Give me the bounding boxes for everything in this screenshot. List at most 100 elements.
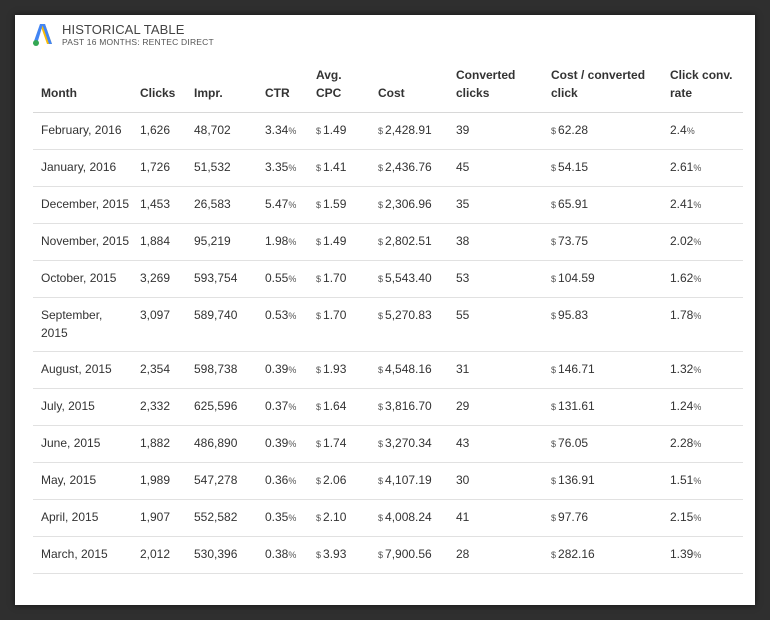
column-header-month[interactable]: Month	[33, 66, 132, 113]
cell-avg-cpc: $1.49	[308, 112, 370, 150]
cell-ctr-value: 3.34	[265, 123, 289, 137]
cell-cost-per-converted-click-value: 95.83	[558, 308, 589, 322]
cell-converted-clicks-value: 31	[456, 362, 470, 376]
cell-cost-value: 5,270.83	[385, 308, 432, 322]
cell-impressions: 625,596	[186, 388, 257, 426]
currency-symbol: $	[378, 163, 384, 173]
cell-cost: $2,306.96	[370, 186, 448, 224]
cell-month: September, 2015	[33, 297, 132, 352]
cell-ctr: 1.98%	[257, 223, 308, 261]
cell-converted-clicks-value: 38	[456, 234, 470, 248]
cell-cost: $3,816.70	[370, 388, 448, 426]
cell-cost-per-converted-click: $65.91	[543, 186, 662, 224]
cell-impressions-value: 530,396	[194, 547, 238, 561]
cell-click-conv-rate: 2.15%	[662, 499, 743, 537]
column-header-converted-clicks[interactable]: Converted clicks	[448, 66, 543, 113]
currency-symbol: $	[378, 513, 384, 523]
cell-click-conv-rate: 2.41%	[662, 186, 743, 224]
column-header-label: Cost / converted	[551, 68, 646, 82]
cell-month-value: January, 2016	[41, 160, 117, 174]
cell-clicks-value: 1,882	[140, 436, 171, 450]
cell-cost: $3,270.34	[370, 425, 448, 463]
cell-converted-clicks: 29	[448, 388, 543, 426]
column-header-impr[interactable]: Impr.	[186, 66, 257, 113]
cell-clicks-value: 1,626	[140, 123, 171, 137]
cell-clicks: 2,354	[132, 351, 186, 389]
cell-ctr: 5.47%	[257, 186, 308, 224]
cell-converted-clicks-value: 41	[456, 510, 470, 524]
cell-cost: $4,008.24	[370, 499, 448, 537]
cell-avg-cpc: $2.10	[308, 499, 370, 537]
cell-clicks: 2,012	[132, 536, 186, 574]
cell-click-conv-rate: 1.32%	[662, 351, 743, 389]
cell-click-conv-rate-value: 1.51	[670, 473, 694, 487]
cell-cost-per-converted-click-value: 282.16	[558, 547, 595, 561]
cell-clicks: 1,989	[132, 462, 186, 500]
cell-avg-cpc-value: 1.93	[323, 362, 347, 376]
cell-month: January, 2016	[33, 149, 132, 187]
cell-cost-per-converted-click: $104.59	[543, 260, 662, 298]
cell-clicks-value: 2,332	[140, 399, 171, 413]
cell-avg-cpc: $1.70	[308, 260, 370, 298]
table-row: January, 2016 1,726 51,532 3.35% $1.41 $2,436…	[33, 149, 743, 187]
percent-symbol: %	[693, 274, 702, 284]
cell-click-conv-rate: 1.62%	[662, 260, 743, 298]
google-adwords-logo-icon	[33, 24, 52, 46]
cell-ctr: 0.37%	[257, 388, 308, 426]
column-header-avg-cpc[interactable]: Avg. CPC	[308, 66, 370, 113]
column-header-label: Converted	[456, 68, 516, 82]
cell-month: July, 2015	[33, 388, 132, 426]
cell-converted-clicks-value: 39	[456, 123, 470, 137]
cell-click-conv-rate-value: 2.41	[670, 197, 694, 211]
currency-symbol: $	[378, 237, 384, 247]
cell-click-conv-rate-value: 1.32	[670, 362, 694, 376]
cell-ctr-value: 0.35	[265, 510, 289, 524]
cell-ctr-value: 0.55	[265, 271, 289, 285]
percent-symbol: %	[693, 550, 702, 560]
cell-cost-per-converted-click-value: 146.71	[558, 362, 595, 376]
cell-converted-clicks: 38	[448, 223, 543, 261]
cell-impressions-value: 51,532	[194, 160, 231, 174]
cell-month-value: July, 2015	[41, 399, 95, 413]
column-header-cost-per-converted-click[interactable]: Cost / converted click	[543, 66, 662, 113]
column-header-label: Click conv.	[670, 68, 733, 82]
cell-ctr: 3.35%	[257, 149, 308, 187]
column-header-cost[interactable]: Cost	[370, 66, 448, 113]
percent-symbol: %	[693, 513, 702, 523]
column-header-clicks[interactable]: Clicks	[132, 66, 186, 113]
table-row: November, 2015 1,884 95,219 1.98% $1.49 $2,80…	[33, 223, 743, 261]
cell-converted-clicks-value: 30	[456, 473, 470, 487]
column-header-ctr[interactable]: CTR	[257, 66, 308, 113]
cell-clicks: 1,884	[132, 223, 186, 261]
cell-cost-value: 2,306.96	[385, 197, 432, 211]
cell-cost-per-converted-click: $54.15	[543, 149, 662, 187]
currency-symbol: $	[551, 126, 557, 136]
currency-symbol: $	[316, 365, 322, 375]
currency-symbol: $	[316, 550, 322, 560]
cell-avg-cpc-value: 1.49	[323, 234, 347, 248]
currency-symbol: $	[378, 274, 384, 284]
cell-cost: $2,436.76	[370, 149, 448, 187]
currency-symbol: $	[378, 126, 384, 136]
currency-symbol: $	[551, 439, 557, 449]
currency-symbol: $	[316, 163, 322, 173]
cell-impressions: 95,219	[186, 223, 257, 261]
percent-symbol: %	[288, 163, 297, 173]
cell-ctr-value: 0.39	[265, 362, 289, 376]
currency-symbol: $	[551, 163, 557, 173]
cell-impressions: 547,278	[186, 462, 257, 500]
cell-avg-cpc: $1.64	[308, 388, 370, 426]
cell-impressions: 598,738	[186, 351, 257, 389]
cell-avg-cpc-value: 1.41	[323, 160, 347, 174]
currency-symbol: $	[378, 439, 384, 449]
cell-converted-clicks-value: 45	[456, 160, 470, 174]
cell-converted-clicks-value: 35	[456, 197, 470, 211]
cell-converted-clicks-value: 43	[456, 436, 470, 450]
cell-cost-per-converted-click: $136.91	[543, 462, 662, 500]
cell-clicks-value: 1,884	[140, 234, 171, 248]
cell-cost-per-converted-click-value: 131.61	[558, 399, 595, 413]
cell-cost-per-converted-click: $146.71	[543, 351, 662, 389]
cell-ctr-value: 1.98	[265, 234, 289, 248]
column-header-click-conv-rate[interactable]: Click conv. rate	[662, 66, 743, 113]
cell-clicks: 1,907	[132, 499, 186, 537]
